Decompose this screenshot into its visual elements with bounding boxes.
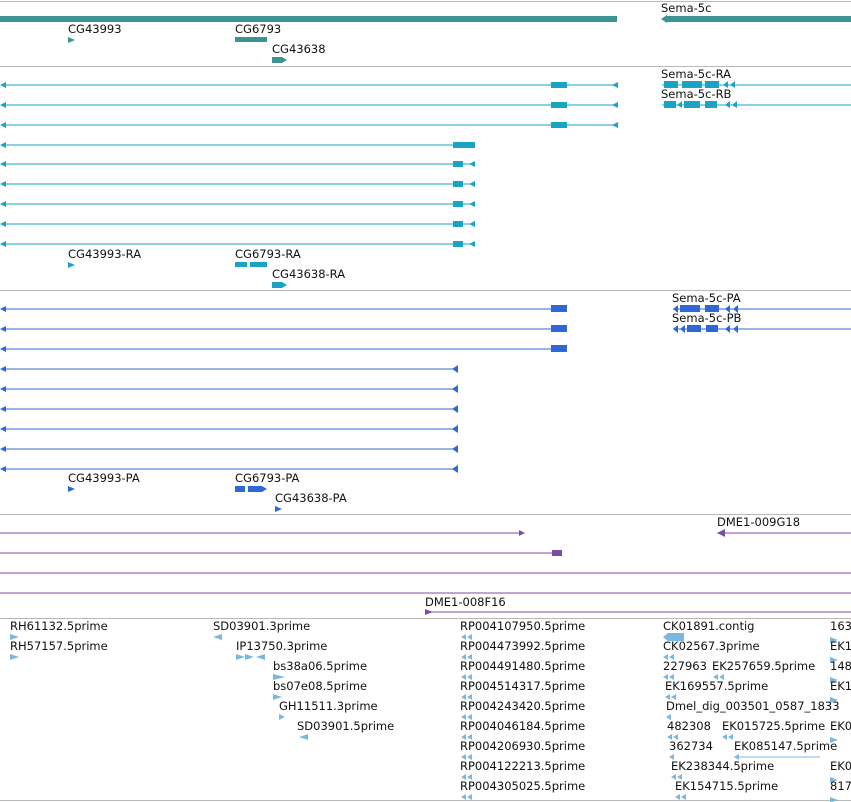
est-label[interactable]: RH57157.5prime [10,639,108,653]
gene-feature-cg43993[interactable] [68,37,75,43]
transcript-track [0,81,851,288]
est-label[interactable]: 817 [830,780,851,793]
est-label[interactable]: SD03901.3prime [213,619,311,633]
est-label[interactable]: 227963 [663,659,707,673]
est-label[interactable]: EK169557.5prime [665,679,769,693]
protein-label-cg6793-pa[interactable]: CG6793-PA [235,471,300,485]
est-label[interactable]: EK0 [830,720,851,733]
est-label[interactable]: RH61132.5prime [10,619,108,633]
transcript-label-cg6793-ra[interactable]: CG6793-RA [235,247,301,261]
est-label[interactable]: RP004206930.5prime [460,739,586,753]
gene-label-cg6793[interactable]: CG6793 [235,22,282,36]
est-label[interactable]: SD03901.5prime [297,719,395,733]
est-label[interactable]: RP004305025.5prime [460,779,586,793]
track-separator-proteins [0,514,851,515]
est-label[interactable]: RP004243420.5prime [460,699,586,713]
protein-label-cg43993-pa[interactable]: CG43993-PA [68,471,140,485]
est-label[interactable]: CK01891.contig [663,619,755,633]
est-label[interactable]: EK085147.5prime [734,739,838,753]
rp-est-glyphs [461,634,472,800]
est-label[interactable]: EK0 [830,760,851,773]
protein-feature-cg43638-pa[interactable] [275,506,282,512]
est-label[interactable]: 362734 [669,739,713,753]
clone-label-dme1-009g18[interactable]: DME1-009G18 [717,515,801,529]
est-label[interactable]: EK1 [830,640,851,653]
track-separator-bottom [0,800,851,801]
gene-label-cg43993[interactable]: CG43993 [68,22,122,36]
gene-label-sema-5c[interactable]: Sema-5c [661,1,712,15]
est-label[interactable]: GH11511.3prime [279,699,378,713]
est-label[interactable]: 482308 [667,719,711,733]
protein-label-sema-5c-pa[interactable]: Sema-5c-PA [672,291,741,305]
est-label[interactable]: RP004046184.5prime [460,719,586,733]
track-separator-transcripts [0,290,851,291]
transcript-feature-cg6793-ra[interactable] [235,262,247,267]
clone-feature-dme1-008f16[interactable] [425,609,433,615]
transcript-feature-cg43638-ra[interactable] [272,282,287,288]
track-separator-genes [0,66,851,67]
est-label[interactable]: 148 [830,660,851,673]
gene-feature-cg43993-span[interactable] [0,16,617,22]
est-label[interactable]: EK238344.5prime [671,759,775,773]
protein-track [0,305,851,512]
clone-feature-dme1-009g18[interactable] [717,529,725,537]
track-separator-top [0,1,851,2]
est-label[interactable]: RP004491480.5prime [460,659,586,673]
gene-track [0,15,851,63]
clone-label-dme1-008f16[interactable]: DME1-008F16 [425,595,506,609]
est-label[interactable]: Dmel_dig_003501_0587_1833 [666,700,840,713]
est-label[interactable]: EK257659.5prime [712,659,816,673]
est-label[interactable]: RP004122213.5prime [460,759,586,773]
protein-feature-cg43993-pa[interactable] [68,486,75,492]
est-track [10,633,838,802]
est-label[interactable]: IP13750.3prime [236,639,328,653]
clone-track [0,529,851,615]
est-label[interactable]: 163 [830,620,851,633]
est-label[interactable]: bs07e08.5prime [273,679,368,693]
est-label[interactable]: EK1 [830,680,851,693]
est-label[interactable]: RP004107950.5prime [460,619,586,633]
protein-label-sema-5c-pb[interactable]: Sema-5c-PB [672,311,742,325]
est-label[interactable]: bs38a06.5prime [273,659,368,673]
gene-feature-sema-5c-arrow [661,15,667,23]
est-label[interactable]: RP004514317.5prime [460,679,586,693]
track-separator-clones [0,618,851,619]
est-label[interactable]: EK154715.5prime [675,779,779,793]
transcript-feature-cg43993-ra[interactable] [68,262,75,268]
transcript-label-cg43993-ra[interactable]: CG43993-RA [68,247,142,261]
est-label[interactable]: EK015725.5prime [722,720,826,733]
gene-feature-cg43638[interactable] [272,57,287,63]
protein-feature-cg6793-pa[interactable] [235,486,245,492]
gene-feature-sema-5c[interactable] [666,16,851,22]
transcript-label-sema-5c-ra[interactable]: Sema-5c-RA [661,67,731,81]
protein-label-cg43638-pa[interactable]: CG43638-PA [275,491,347,505]
transcript-label-sema-5c-rb[interactable]: Sema-5c-RB [661,87,732,101]
gene-feature-cg6793[interactable] [235,37,267,42]
gene-label-cg43638[interactable]: CG43638 [272,42,326,56]
transcript-label-cg43638-ra[interactable]: CG43638-RA [272,267,346,281]
est-label[interactable]: RP004473992.5prime [460,639,586,653]
est-label[interactable]: CK02567.3prime [663,639,760,653]
